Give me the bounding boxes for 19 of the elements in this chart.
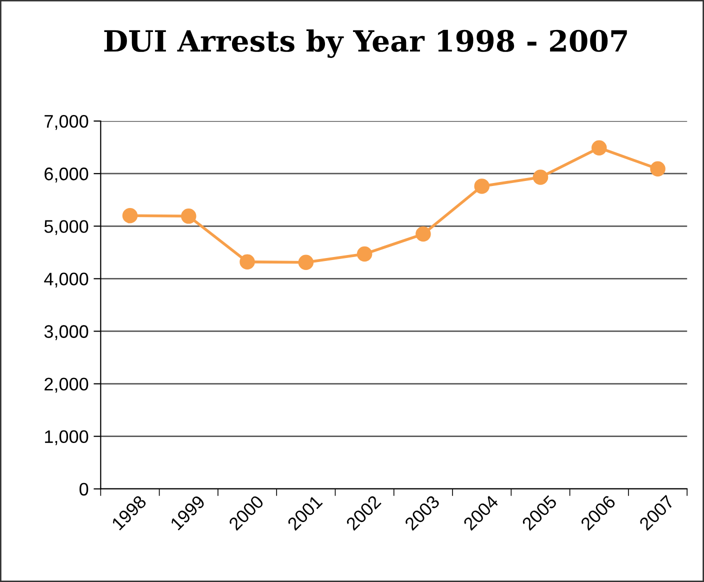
y-tick-label: 7,000 xyxy=(44,114,88,130)
point xyxy=(180,208,196,224)
point xyxy=(122,208,138,224)
y-tick-label: 4,000 xyxy=(44,272,88,288)
y-tick-label: 1,000 xyxy=(45,430,88,446)
y-tick-label: 5,000 xyxy=(44,220,88,235)
point xyxy=(532,170,548,185)
y-tick-label: 0 xyxy=(80,482,88,496)
y-tick-label: 3,000 xyxy=(44,325,88,340)
point xyxy=(416,226,431,242)
point xyxy=(592,140,607,156)
y-tick-label: 2,000 xyxy=(44,378,88,393)
point xyxy=(298,254,314,270)
chart-title: DUI Arrests by Year 1998 - 2007 xyxy=(104,29,627,58)
point xyxy=(240,254,255,270)
point xyxy=(474,178,490,194)
point xyxy=(650,161,666,177)
point xyxy=(356,246,372,262)
y-tick-label: 6,000 xyxy=(44,168,88,182)
